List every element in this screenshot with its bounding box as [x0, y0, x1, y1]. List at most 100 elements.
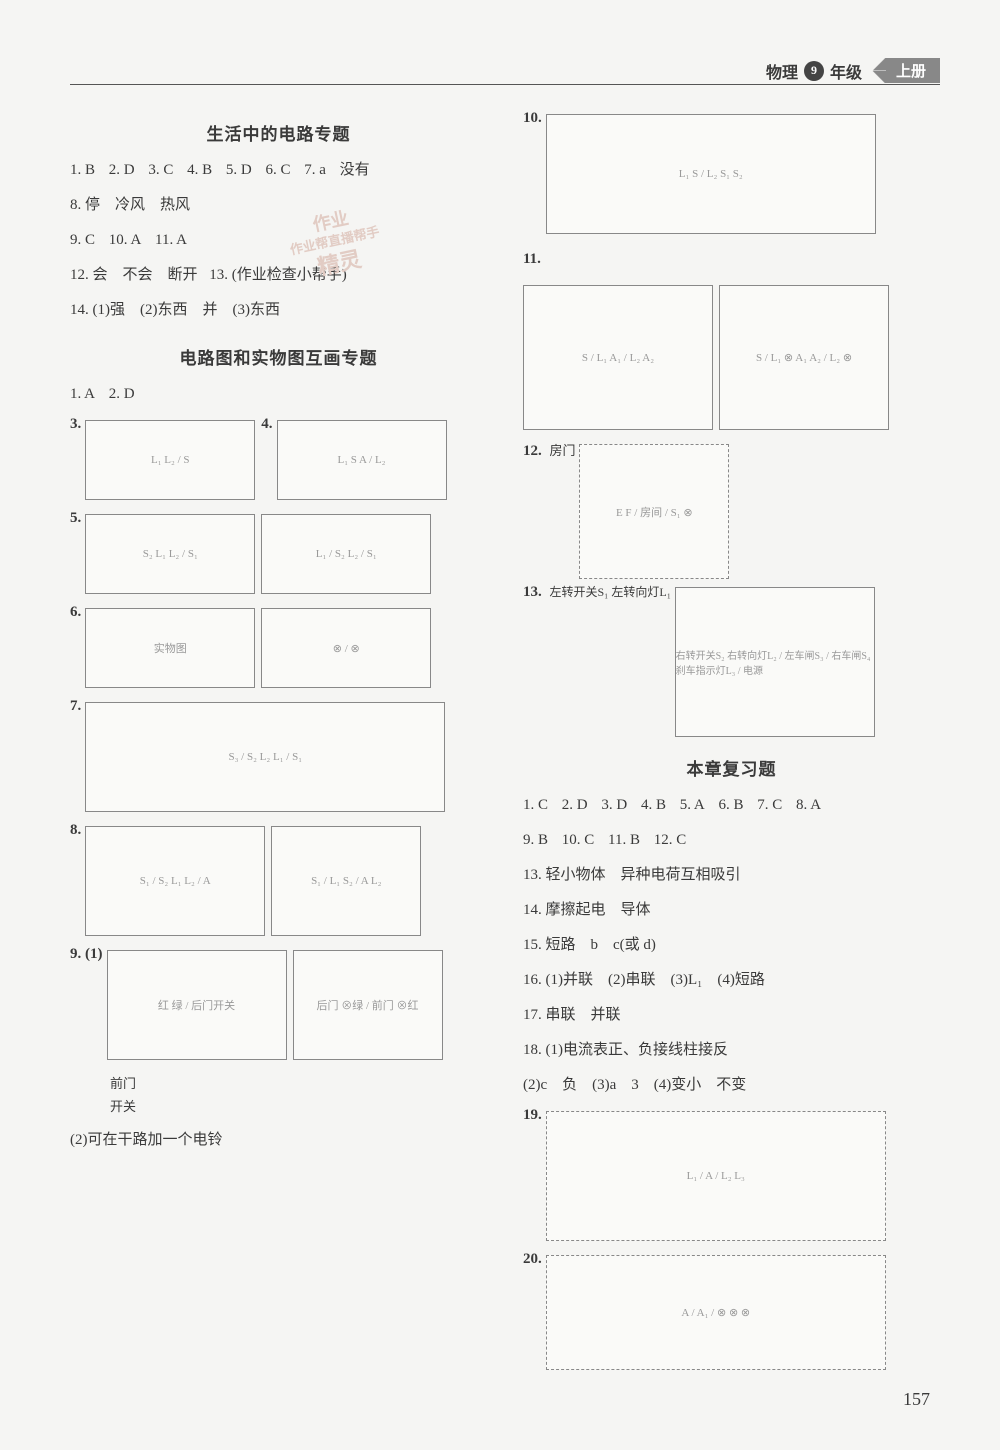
answer: 3. D	[601, 797, 627, 813]
answer: 9. C	[70, 232, 95, 248]
qnum: 5.	[70, 510, 81, 527]
page-header: 物理 9 年级 上册	[766, 58, 940, 83]
answer-row: 9. C 10. A 11. A	[70, 227, 487, 254]
circuit-diagram: L₁ / S₂ L₂ / S₁	[261, 514, 431, 594]
answer: 4. B	[641, 797, 666, 813]
circuit-diagram: A / A₁ / ⊗ ⊗ ⊗	[546, 1255, 886, 1370]
answer-line: (2)c 负 (3)a 3 (4)变小 不变	[523, 1072, 940, 1099]
answer-line: 8. 停 冷风 热风	[70, 192, 487, 219]
circuit-realistic: L₁ / A / L₂ L₃	[546, 1111, 886, 1241]
answer: 6. C	[265, 162, 290, 178]
answer: 7. C	[757, 797, 782, 813]
q19: 19. L₁ / A / L₂ L₃	[523, 1107, 940, 1245]
circuit-diagram: L₁ S A / L₂	[277, 420, 447, 500]
caption: 前门 开关	[110, 1072, 487, 1119]
answer-line: 12. 会 不会 断开 13. (作业检查小帮手)	[70, 262, 487, 289]
q3-q4: 3. L₁ L₂ / S 4. L₁ S A / L₂	[70, 416, 487, 504]
q13: 13. (作业检查小帮手)	[209, 267, 347, 283]
circuit-diagram: S / L₁ ⊗ A₁ A₂ / L₂ ⊗	[719, 285, 889, 430]
answer: 3. C	[148, 162, 173, 178]
answer-line: 14. (1)强 (2)东西 并 (3)东西	[70, 297, 487, 324]
q11: 11. S / L₁ A₁ / L₂ A₂ S / L₁ ⊗ A₁ A₂ / L…	[523, 246, 940, 434]
q10: 10. L₁ S / L₂ S₁ S₂	[523, 110, 940, 238]
circuit-diagram: S₁ / L₁ S₂ / A L₂	[271, 826, 421, 936]
qnum: 9. (1)	[70, 946, 103, 963]
answer: 10. C	[562, 832, 595, 848]
qnum: 19.	[523, 1107, 542, 1124]
grade-label: 年级	[830, 59, 862, 83]
circuit-realistic: L₁ S / L₂ S₁ S₂	[546, 114, 876, 234]
answer: 1. B	[70, 162, 95, 178]
answer-line: 14. 摩擦起电 导体	[523, 897, 940, 924]
circuit-realistic: 红 绿 / 后门开关	[107, 950, 287, 1060]
answer-line: 15. 短路 b c(或 d)	[523, 932, 940, 959]
answer: 没有	[340, 162, 370, 178]
caption: 左转开关S₁ 左转向灯L₁	[550, 585, 671, 599]
qnum: 8.	[70, 822, 81, 839]
q6: 6. 实物图 ⊗ / ⊗	[70, 604, 487, 692]
q9: 9. (1) 红 绿 / 后门开关 后门 ⊗绿 / 前门 ⊗红 前门 开关 (2…	[70, 946, 487, 1154]
circuit-diagram: L₁ L₂ / S	[85, 420, 255, 500]
circuit-diagram: E F / 房间 / S₁ ⊗	[579, 444, 729, 579]
answer: 9. B	[523, 832, 548, 848]
answer-line: (2)可在干路加一个电铃	[70, 1127, 487, 1154]
qnum: 20.	[523, 1251, 542, 1268]
answer: 1. A	[70, 386, 95, 402]
answer-row: 1. C 2. D 3. D 4. B 5. A 6. B 7. C 8. A	[523, 792, 940, 819]
answer-row: 1. B 2. D 3. C 4. B 5. D 6. C 7. a 没有	[70, 157, 487, 184]
circuit-diagram: 右转开关S₂ 右转向灯L₂ / 左车闸S₃ / 右车闸S₄ 刹车指示灯L₃ / …	[675, 587, 875, 737]
header-rule	[70, 84, 940, 85]
qnum: 12.	[523, 443, 542, 459]
answer-line: 13. 轻小物体 异种电荷互相吸引	[523, 862, 940, 889]
answer: 2. D	[562, 797, 588, 813]
qnum: 13.	[523, 584, 542, 600]
page-number: 157	[903, 1389, 930, 1410]
circuit-realistic: S₂ L₁ L₂ / S₁	[85, 514, 255, 594]
qnum: 11.	[523, 251, 541, 267]
section-title: 本章复习题	[523, 755, 940, 780]
section-title: 生活中的电路专题	[70, 120, 487, 145]
answer: 7. a	[304, 162, 326, 178]
circuit-diagram: 后门 ⊗绿 / 前门 ⊗红	[293, 950, 443, 1060]
circuit-realistic: 实物图	[85, 608, 255, 688]
answer-line: 16. (1)并联 (2)串联 (3)L₁ (4)短路	[523, 967, 940, 994]
answer: 4. B	[187, 162, 212, 178]
answer: 12. C	[654, 832, 687, 848]
qnum: 6.	[70, 604, 81, 621]
right-column: 10. L₁ S / L₂ S₁ S₂ 11. S / L₁ A₁ / L₂ A…	[523, 110, 940, 1380]
answer: 1. C	[523, 797, 548, 813]
content-columns: 生活中的电路专题 1. B 2. D 3. C 4. B 5. D 6. C 7…	[70, 110, 940, 1380]
section-title: 电路图和实物图互画专题	[70, 344, 487, 369]
grade-number-badge: 9	[804, 61, 824, 81]
circuit-realistic: S / L₁ A₁ / L₂ A₂	[523, 285, 713, 430]
answer: 2. D	[109, 162, 135, 178]
q7: 7. S₃ / S₂ L₂ L₁ / S₁	[70, 698, 487, 816]
answer-row: 9. B 10. C 11. B 12. C	[523, 827, 940, 854]
answer-line: 17. 串联 并联	[523, 1002, 940, 1029]
answer-line: 18. (1)电流表正、负接线柱接反	[523, 1037, 940, 1064]
answer: 11. A	[155, 232, 187, 248]
q20: 20. A / A₁ / ⊗ ⊗ ⊗	[523, 1251, 940, 1374]
q12: 12. 会 不会 断开	[70, 267, 198, 283]
answer: 6. B	[718, 797, 743, 813]
volume-badge: 上册	[872, 58, 940, 83]
circuit-diagram: ⊗ / ⊗	[261, 608, 431, 688]
q12-q13: 12. 房门 E F / 房间 / S₁ ⊗ 13. 左转开关S₁ 左转向灯L₁…	[523, 440, 940, 741]
qnum: 7.	[70, 698, 81, 715]
qnum: 10.	[523, 110, 542, 127]
circuit-realistic: S₁ / S₂ L₁ L₂ / A	[85, 826, 265, 936]
caption: 房门	[550, 443, 576, 458]
left-column: 生活中的电路专题 1. B 2. D 3. C 4. B 5. D 6. C 7…	[70, 110, 487, 1380]
answer: 8. A	[796, 797, 821, 813]
subject-label: 物理	[766, 59, 798, 83]
answer: 2. D	[109, 386, 135, 402]
answer: 5. A	[680, 797, 705, 813]
q8: 8. S₁ / S₂ L₁ L₂ / A S₁ / L₁ S₂ / A L₂	[70, 822, 487, 940]
answer: 11. B	[608, 832, 640, 848]
qnum: 3.	[70, 416, 81, 433]
answer-row: 1. A 2. D	[70, 381, 487, 408]
circuit-realistic: S₃ / S₂ L₂ L₁ / S₁	[85, 702, 445, 812]
answer: 5. D	[226, 162, 252, 178]
answer: 10. A	[109, 232, 142, 248]
q5: 5. S₂ L₁ L₂ / S₁ L₁ / S₂ L₂ / S₁	[70, 510, 487, 598]
